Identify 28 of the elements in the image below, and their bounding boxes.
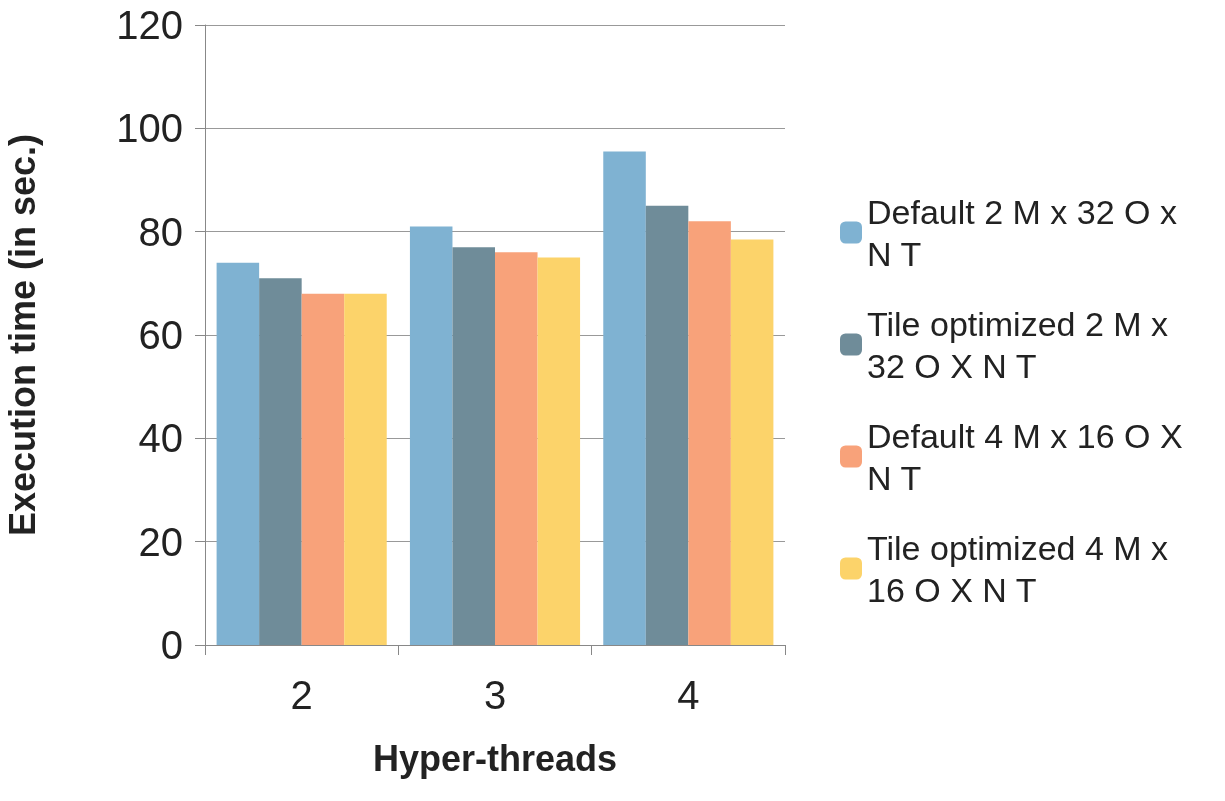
bar [452,247,495,645]
legend-label: Tile optimized 4 M x 16 O X N T [867,528,1178,609]
y-tick-label: 40 [138,416,183,461]
y-tick-label: 60 [138,313,183,357]
legend-label: Default 2 M x 32 O x N T [867,192,1187,273]
bar [688,221,731,645]
bar [216,262,260,645]
x-tick-label: 4 [677,673,700,717]
bar [344,293,387,645]
bar [603,151,646,645]
y-tick-label: 20 [138,519,183,564]
y-axis-title: Execution time (in sec.) [1,133,43,537]
x-tick-label: 3 [483,673,507,717]
x-axis-title: Hyper-threads [372,737,618,779]
y-tick-label: 0 [160,623,183,667]
legend-label: Default 4 M x 16 O X N T [867,416,1193,497]
bar [301,293,345,645]
y-tick-label: 120 [116,3,183,47]
legend-label: Tile optimized 2 M x 32 O X N T [867,304,1178,385]
bar [537,257,581,645]
bar [409,226,453,645]
bar [259,278,302,645]
y-tick-label: 100 [116,106,183,151]
bar [645,205,689,645]
y-tick-label: 80 [138,209,183,254]
bar [495,252,538,645]
bar [730,239,774,645]
x-tick-label: 2 [290,673,313,717]
